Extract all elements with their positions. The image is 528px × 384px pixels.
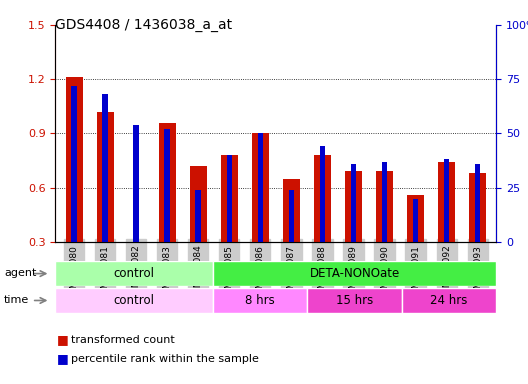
Bar [164, 129, 170, 242]
Text: 8 hrs: 8 hrs [246, 294, 275, 307]
Bar [258, 134, 263, 242]
Bar [376, 171, 393, 242]
Bar [102, 94, 108, 242]
Text: DETA-NONOate: DETA-NONOate [309, 267, 400, 280]
Bar [213, 261, 496, 286]
Bar [283, 179, 300, 242]
Text: 24 hrs: 24 hrs [430, 294, 468, 307]
Bar [213, 288, 307, 313]
Bar [345, 171, 362, 242]
Bar [444, 159, 449, 242]
Text: ■: ■ [57, 333, 69, 346]
Bar [319, 146, 325, 242]
Bar [314, 155, 331, 242]
Text: time: time [4, 295, 30, 305]
Bar [227, 155, 232, 242]
Bar [438, 162, 455, 242]
Bar [252, 134, 269, 242]
Bar [55, 288, 213, 313]
Bar [190, 166, 207, 242]
Bar [307, 288, 402, 313]
Text: control: control [114, 267, 155, 280]
Bar [407, 195, 424, 242]
Bar [159, 122, 176, 242]
Bar [469, 173, 486, 242]
Bar [55, 261, 213, 286]
Text: transformed count: transformed count [71, 335, 175, 345]
Text: percentile rank within the sample: percentile rank within the sample [71, 354, 259, 364]
Text: control: control [114, 294, 155, 307]
Bar [97, 112, 114, 242]
Text: agent: agent [4, 268, 36, 278]
Bar [134, 125, 139, 242]
Bar [382, 162, 388, 242]
Bar [71, 86, 77, 242]
Text: ■: ■ [57, 353, 69, 366]
Bar [289, 190, 294, 242]
Bar [221, 155, 238, 242]
Bar [65, 78, 82, 242]
Bar [413, 199, 418, 242]
Bar [351, 164, 356, 242]
Text: GDS4408 / 1436038_a_at: GDS4408 / 1436038_a_at [55, 18, 232, 32]
Bar [475, 164, 480, 242]
Bar [402, 288, 496, 313]
Bar [195, 190, 201, 242]
Text: 15 hrs: 15 hrs [336, 294, 373, 307]
